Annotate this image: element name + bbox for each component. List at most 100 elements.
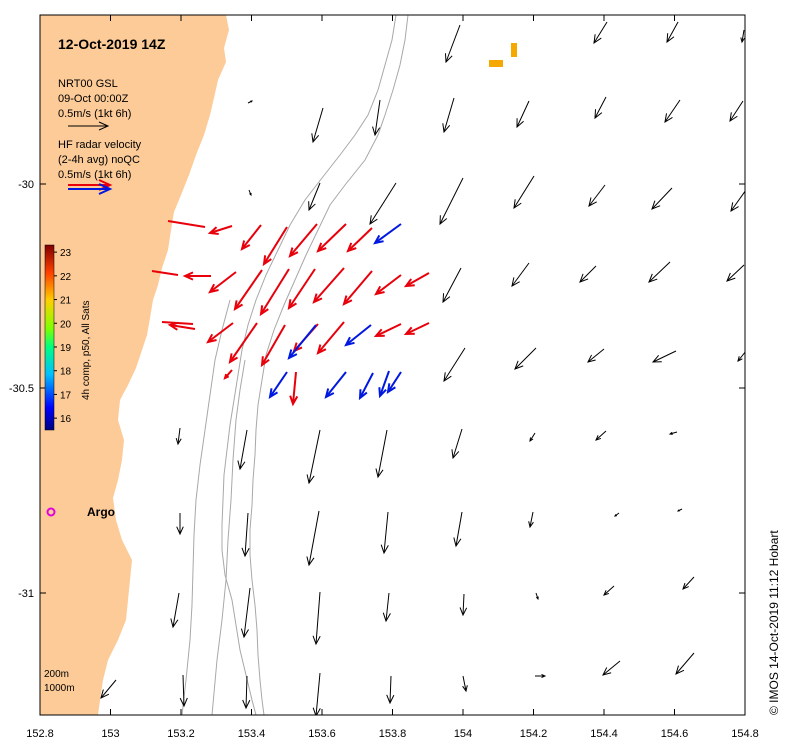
model-arrow (535, 592, 539, 601)
radar-arrow-red (228, 322, 258, 365)
legend-radar-line2: (2-4h avg) noQC (58, 154, 140, 166)
y-tick-label: -30 (18, 179, 34, 191)
model-arrow (372, 99, 381, 137)
model-arrow (306, 429, 321, 485)
radar-arrow-blue (344, 324, 372, 347)
model-arrow (668, 431, 678, 435)
model-arrow (312, 672, 321, 715)
legend-model-arrow-icon (68, 121, 110, 131)
model-arrow (511, 262, 530, 287)
model-arrow (312, 591, 321, 646)
model-arrow (240, 587, 251, 639)
model-arrow (176, 513, 184, 536)
x-tick-label: 153.6 (308, 728, 336, 740)
depth-label-1000m: 1000m (44, 683, 75, 694)
x-tick-label: 153.8 (379, 728, 407, 740)
model-arrow (587, 348, 605, 363)
model-arrow (451, 428, 463, 460)
radar-arrow-blue (287, 324, 317, 360)
model-arrow (462, 675, 468, 693)
model-arrow (453, 511, 463, 548)
argo-label: Argo (87, 505, 115, 519)
model-arrow (248, 189, 252, 197)
model-arrow (535, 673, 547, 679)
model-arrow (729, 100, 744, 123)
model-arrow (375, 429, 388, 479)
model-arrow (595, 430, 607, 441)
legend-radar-arrow-icon (68, 179, 113, 195)
model-arrow (666, 21, 679, 44)
x-tick-label: 153.2 (167, 728, 195, 740)
legend-model-line3: 0.5m/s (1kt 6h) (58, 108, 131, 120)
model-arrow (651, 350, 677, 363)
map-title: 12-Oct-2019 14Z (58, 36, 166, 52)
x-tick-label: 154.4 (590, 728, 618, 740)
isobath-2 (211, 359, 246, 715)
model-arrow (603, 585, 615, 596)
model-arrow (369, 182, 397, 226)
model-arrow (386, 675, 395, 705)
model-arrow (442, 267, 462, 304)
radar-arrow-blue (386, 371, 402, 395)
colorbar-tick-label: 20 (60, 319, 72, 330)
radar-arrow-red (316, 223, 347, 253)
radar-arrow-red (289, 371, 299, 407)
model-arrow (237, 429, 248, 471)
radar-arrow-red (223, 369, 233, 380)
model-arrow (241, 512, 250, 558)
legend-model-line1: NRT00 GSL (58, 78, 118, 90)
model-arrow (664, 99, 681, 124)
sst-patch (511, 43, 517, 57)
x-tick-label: 154.2 (520, 728, 548, 740)
coastline-land (40, 15, 229, 715)
axis-ticks: 152.8 153 153.2 153.4 153.6 153.8 154 154.2 154.… (9, 15, 759, 740)
model-arrow (514, 347, 537, 370)
model-arrow (242, 675, 251, 710)
model-arrow (311, 107, 324, 144)
model-arrow (614, 512, 620, 517)
model-arrow (442, 97, 455, 134)
legend-model-line2: 09-Oct 00:00Z (58, 93, 129, 105)
colorbar-tick-label: 16 (60, 414, 72, 425)
model-arrow (682, 576, 695, 590)
model-arrow (175, 427, 182, 446)
model-arrow (579, 265, 597, 283)
radar-arrow-red (316, 321, 345, 355)
radar-stub (161, 321, 194, 325)
isobath-200m-inner (181, 299, 231, 715)
sst-patch (489, 60, 503, 67)
colorbar-tick-label: 21 (60, 296, 72, 307)
x-tick-label: 154 (454, 728, 472, 740)
imos-credit: © IMOS 14-Oct-2019 11:12 Hobart (767, 530, 781, 715)
radar-arrow-red (240, 224, 262, 251)
radar-arrow-red (374, 274, 402, 296)
x-tick-label: 154.6 (661, 728, 689, 740)
legend-radar-line3: 0.5m/s (1kt 6h) (58, 169, 131, 181)
radar-stub (167, 220, 206, 228)
model-arrow (529, 432, 536, 443)
x-tick-label: 153 (101, 728, 119, 740)
argo-float-marker (46, 507, 56, 517)
x-tick-label: 153.4 (238, 728, 266, 740)
colorbar-tick-label: 22 (60, 272, 72, 283)
model-arrow (459, 593, 468, 617)
model-arrow (443, 347, 466, 383)
model-current-arrows (100, 21, 745, 715)
x-tick-label: 154.8 (731, 728, 759, 740)
colorbar-ticks: 23 22 21 20 19 18 17 16 (54, 248, 72, 425)
colorbar-label: 4h comp, p50, All Sats (81, 300, 92, 400)
x-tick-label: 152.8 (26, 728, 54, 740)
model-arrow (247, 100, 254, 104)
radar-arrow-red (207, 225, 233, 235)
model-arrow (648, 261, 671, 283)
model-arrow (651, 187, 673, 210)
y-tick-label: -30.5 (9, 383, 34, 395)
model-arrow (594, 96, 607, 120)
radar-arrow-red (233, 269, 263, 312)
radar-arrow-red (373, 323, 402, 338)
model-arrow (675, 652, 695, 675)
model-arrow (740, 29, 745, 44)
model-arrow (593, 21, 608, 45)
radar-arrow-red (288, 223, 318, 258)
radar-arrow-red (287, 268, 316, 311)
